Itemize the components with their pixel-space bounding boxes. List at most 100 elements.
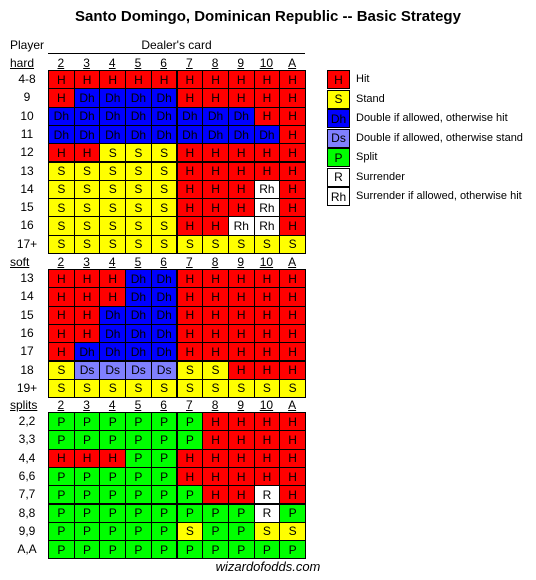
legend-swatch: P: [327, 148, 350, 167]
strategy-cell: S: [253, 521, 281, 542]
column-header: 10: [259, 255, 274, 269]
row-label: 16: [20, 218, 34, 233]
strategy-cell: H: [253, 430, 281, 450]
strategy-cell: P: [150, 503, 178, 523]
strategy-cell: S: [99, 216, 127, 236]
column-header: 3: [83, 255, 90, 269]
strategy-cell: Dh: [125, 305, 152, 325]
strategy-cell: Ds: [125, 360, 152, 380]
strategy-cell: S: [176, 234, 204, 254]
strategy-cell: Dh: [150, 106, 178, 126]
strategy-cell: H: [279, 412, 306, 432]
section-name: hard: [10, 56, 35, 70]
strategy-cell: H: [176, 305, 204, 325]
column-header: 7: [186, 398, 193, 412]
strategy-cell: S: [176, 360, 204, 380]
strategy-cell: H: [125, 70, 152, 90]
legend-label: Split: [356, 151, 378, 163]
strategy-cell: P: [48, 430, 75, 450]
strategy-cell: H: [176, 287, 204, 307]
strategy-cell: H: [227, 342, 255, 362]
column-header: 4: [108, 255, 116, 269]
strategy-cell: P: [227, 503, 255, 523]
strategy-cell: H: [202, 485, 229, 505]
column-header: 9: [237, 398, 245, 412]
strategy-cell: H: [202, 198, 229, 218]
strategy-cell: P: [99, 485, 127, 505]
strategy-cell: Dh: [150, 124, 178, 145]
strategy-cell: P: [176, 412, 204, 432]
strategy-cell: Rh: [253, 179, 281, 200]
strategy-cell: H: [279, 305, 306, 325]
strategy-cell: H: [227, 466, 255, 487]
strategy-cell: Dh: [227, 124, 255, 145]
legend-swatch: R: [327, 167, 350, 187]
strategy-cell: H: [253, 70, 281, 90]
strategy-cell: S: [99, 143, 127, 163]
strategy-cell: Dh: [125, 124, 152, 145]
strategy-cell: H: [279, 70, 306, 90]
strategy-cell: H: [279, 485, 306, 505]
strategy-cell: S: [150, 378, 178, 399]
strategy-cell: H: [73, 287, 101, 307]
row-label: 9,9: [18, 523, 36, 538]
strategy-cell: H: [176, 342, 204, 362]
row-label: 17: [20, 344, 34, 359]
strategy-cell: S: [176, 521, 204, 542]
strategy-cell: S: [73, 216, 101, 236]
strategy-cell: S: [73, 198, 101, 218]
strategy-cell: H: [253, 88, 281, 108]
strategy-cell: P: [125, 503, 152, 523]
strategy-cell: H: [48, 448, 75, 468]
legend-label: Double if allowed, otherwise stand: [356, 131, 523, 144]
legend-label: Double if allowed, otherwise hit: [356, 112, 508, 124]
column-header: 9: [237, 56, 245, 70]
strategy-cell: S: [99, 198, 127, 218]
strategy-cell: P: [73, 466, 101, 487]
strategy-cell: H: [279, 106, 306, 126]
legend-label: Surrender: [356, 170, 405, 183]
strategy-cell: S: [73, 161, 101, 181]
strategy-cell: P: [150, 412, 178, 432]
strategy-cell: H: [176, 448, 204, 468]
strategy-cell: H: [99, 70, 127, 90]
strategy-cell: S: [73, 234, 101, 254]
strategy-cell: H: [279, 161, 306, 181]
row-label: 13: [20, 163, 34, 178]
strategy-cell: H: [227, 448, 255, 468]
strategy-cell: Dh: [99, 124, 127, 145]
row-label: 11: [20, 126, 34, 141]
strategy-cell: P: [227, 540, 255, 560]
row-label: 14: [20, 181, 34, 196]
strategy-cell: H: [73, 70, 101, 90]
strategy-cell: S: [150, 216, 178, 236]
strategy-cell: Rh: [227, 216, 255, 236]
strategy-cell: S: [99, 378, 127, 399]
row-label: 16: [20, 325, 34, 340]
strategy-cell: H: [279, 323, 306, 344]
strategy-cell: Dh: [150, 323, 178, 344]
strategy-cell: H: [227, 198, 255, 218]
strategy-cell: H: [253, 287, 281, 307]
column-header: 8: [211, 398, 219, 412]
strategy-cell: Ds: [150, 360, 178, 380]
strategy-cell: P: [48, 466, 75, 487]
strategy-cell: S: [99, 161, 127, 181]
strategy-cell: Dh: [125, 269, 152, 289]
strategy-cell: Dh: [73, 88, 101, 108]
strategy-cell: P: [73, 412, 101, 432]
strategy-cell: S: [150, 161, 178, 181]
strategy-cell: H: [176, 466, 204, 487]
strategy-cell: H: [202, 305, 229, 325]
column-header: 10: [259, 398, 274, 412]
strategy-cell: H: [279, 216, 306, 236]
strategy-cell: S: [279, 378, 306, 399]
strategy-cell: S: [150, 143, 178, 163]
strategy-cell: H: [227, 88, 255, 108]
column-header: 3: [83, 398, 90, 412]
strategy-cell: Dh: [125, 323, 152, 344]
strategy-cell: H: [227, 323, 255, 344]
strategy-cell: Dh: [73, 106, 101, 126]
strategy-cell: Ds: [99, 360, 127, 380]
strategy-cell: Dh: [202, 106, 229, 126]
